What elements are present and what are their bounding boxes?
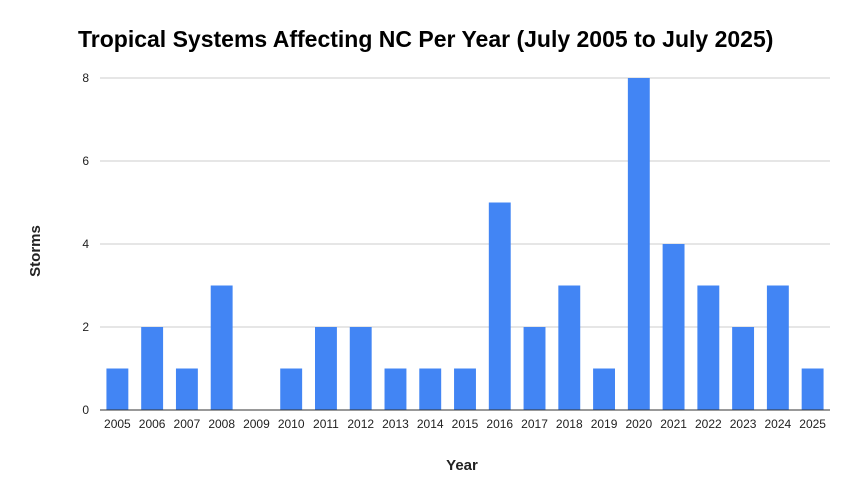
bar-2008 xyxy=(210,285,233,410)
bar-2017 xyxy=(523,327,546,410)
bar-2015 xyxy=(454,368,476,410)
bar-2005 xyxy=(106,368,129,410)
x-tick-label: 2022 xyxy=(695,417,722,431)
x-tick-label: 2025 xyxy=(799,417,826,431)
bar-2007 xyxy=(175,368,198,410)
y-tick-label: 4 xyxy=(82,237,89,251)
x-tick-label: 2012 xyxy=(347,417,374,431)
y-tick-label: 8 xyxy=(82,71,89,85)
x-tick-label: 2015 xyxy=(452,417,479,431)
x-tick-label: 2013 xyxy=(382,417,409,431)
bar-2025 xyxy=(801,368,824,410)
bars xyxy=(100,78,830,411)
bar-2013 xyxy=(384,368,407,410)
x-tick-label: 2021 xyxy=(660,417,687,431)
x-tick-label: 2005 xyxy=(104,417,131,431)
x-axis-ticks: 2005 2006 2007 2008 2009 2010 2011 2012 2013 2014… xyxy=(104,417,826,431)
bar-2018 xyxy=(558,285,581,410)
bar-2012 xyxy=(349,327,372,410)
x-tick-label: 2010 xyxy=(278,417,305,431)
y-axis-title: Storms xyxy=(27,225,44,277)
x-tick-label: 2006 xyxy=(139,417,166,431)
y-tick-label: 2 xyxy=(82,320,89,334)
bar-2011 xyxy=(315,327,337,410)
x-tick-label: 2007 xyxy=(174,417,201,431)
bar-2020 xyxy=(627,78,650,410)
x-tick-label: 2023 xyxy=(730,417,757,431)
y-tick-label: 0 xyxy=(82,403,89,417)
x-tick-label: 2019 xyxy=(591,417,618,431)
gridlines xyxy=(100,77,830,328)
x-tick-label: 2009 xyxy=(243,417,270,431)
bar-2010 xyxy=(280,368,303,410)
bar-2006 xyxy=(141,327,164,410)
bar-2021 xyxy=(662,244,685,410)
x-tick-label: 2014 xyxy=(417,417,444,431)
x-axis-title: Year xyxy=(446,457,478,474)
bar-2014 xyxy=(419,368,442,410)
chart-title: Tropical Systems Affecting NC Per Year (… xyxy=(78,26,774,52)
x-tick-label: 2011 xyxy=(313,417,339,431)
bar-2019 xyxy=(593,368,615,410)
x-tick-label: 2024 xyxy=(765,417,792,431)
x-tick-label: 2020 xyxy=(625,417,652,431)
bar-2024 xyxy=(766,285,789,410)
x-tick-label: 2018 xyxy=(556,417,583,431)
x-tick-label: 2008 xyxy=(208,417,235,431)
x-tick-label: 2017 xyxy=(521,417,548,431)
y-axis-ticks: 0 2 4 6 8 xyxy=(82,71,89,417)
y-tick-label: 6 xyxy=(82,154,89,168)
bar-2023 xyxy=(732,327,755,410)
bar-2016 xyxy=(488,202,511,410)
bar-2022 xyxy=(697,285,720,410)
x-tick-label: 2016 xyxy=(486,417,513,431)
